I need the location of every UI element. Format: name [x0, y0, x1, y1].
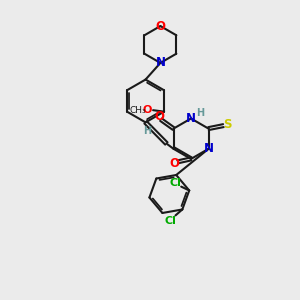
Text: H: H	[196, 108, 204, 118]
Text: S: S	[223, 118, 231, 130]
Text: N: N	[203, 142, 214, 155]
Text: O: O	[169, 157, 179, 170]
Text: Cl: Cl	[169, 178, 181, 188]
Text: N: N	[186, 112, 196, 125]
Text: CH₃: CH₃	[130, 106, 146, 115]
Text: O: O	[142, 105, 152, 115]
Text: O: O	[155, 20, 165, 33]
Text: H: H	[143, 125, 151, 136]
Text: N: N	[155, 56, 165, 69]
Text: Cl: Cl	[164, 216, 176, 226]
Text: O: O	[154, 110, 164, 123]
